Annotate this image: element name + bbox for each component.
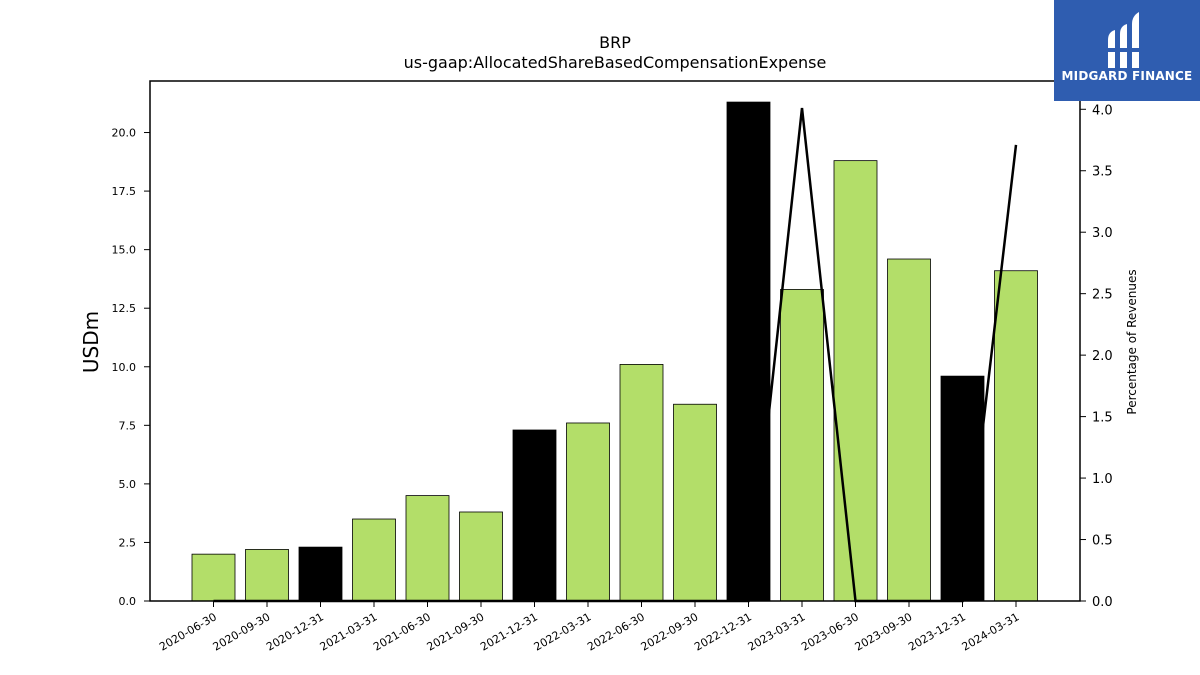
y2-tick-label: 4.0 (1092, 103, 1113, 118)
x-tick-label: 2021-09-30 (425, 610, 487, 653)
y-tick-label: 10.0 (112, 361, 137, 374)
x-tick-label: 2022-12-31 (692, 610, 754, 653)
bar-2021-09-30 (459, 511, 503, 602)
midgard-finance-logo: MIDGARD FINANCE (1054, 0, 1200, 101)
x-tick-label: 2022-06-30 (585, 610, 647, 653)
y-tick-label: 5.0 (119, 478, 137, 491)
y2-axis-ticks: 0.0 0.5 1.0 1.5 2.0 2.5 3.0 3.5 4.0 (1080, 103, 1113, 610)
y-tick-label: 7.5 (119, 419, 137, 432)
y2-tick-label: 1.5 (1092, 411, 1113, 426)
plot-frame (149, 80, 1081, 602)
y-tick-label: 2.5 (119, 536, 137, 549)
bar-2023-06-30 (833, 160, 878, 602)
bar-2022-12-31 (726, 101, 771, 602)
x-tick-label: 2020-06-30 (157, 610, 219, 653)
bar-2023-09-30 (887, 258, 931, 602)
x-tick-label: 2023-03-31 (746, 610, 808, 653)
bar-2020-06-30 (191, 553, 236, 602)
bar-2021-03-31 (352, 518, 396, 602)
x-tick-label: 2022-09-30 (639, 610, 701, 653)
x-tick-label: 2021-03-31 (318, 610, 380, 653)
y-tick-label: 20.0 (112, 127, 137, 140)
y2-tick-label: 2.5 (1092, 288, 1113, 303)
bar-2020-09-30 (245, 549, 289, 602)
logo-mark-icon (1108, 12, 1139, 68)
x-tick-label: 2023-06-30 (799, 610, 861, 653)
bar-2022-06-30 (619, 364, 664, 602)
chart-title: BRP (599, 33, 631, 52)
x-axis-ticks: 2020-06-302020-09-302020-12-312021-03-31… (157, 601, 1022, 654)
x-tick-label: 2023-09-30 (853, 610, 915, 653)
y2-axis-label: Percentage of Revenues (1125, 269, 1139, 414)
bar-2022-09-30 (673, 403, 717, 602)
y-axis-ticks: 0.0 2.5 5.0 7.5 10.0 12.5 15.0 17.5 20.0 (112, 127, 150, 608)
y-tick-label: 17.5 (112, 185, 137, 198)
y-axis-label: USDm (79, 311, 103, 373)
bar-2021-12-31 (512, 429, 557, 602)
bar-2023-12-31 (940, 375, 985, 602)
x-tick-label: 2022-03-31 (532, 610, 594, 653)
bar-2020-12-31 (298, 546, 343, 602)
y-tick-label: 12.5 (112, 302, 137, 315)
x-tick-label: 2020-12-31 (264, 610, 326, 653)
y2-tick-label: 2.0 (1092, 349, 1113, 364)
bar-group (191, 101, 1038, 602)
y-tick-label: 15.0 (112, 244, 137, 257)
y2-tick-label: 3.5 (1092, 165, 1113, 180)
y2-tick-label: 0.5 (1092, 534, 1113, 549)
x-tick-label: 2023-12-31 (906, 610, 968, 653)
y2-tick-label: 1.0 (1092, 472, 1113, 487)
y2-tick-label: 0.0 (1092, 595, 1113, 610)
logo-text: MIDGARD FINANCE (1061, 69, 1193, 83)
chart-subtitle: us-gaap:AllocatedShareBasedCompensationE… (404, 53, 827, 72)
y-tick-label: 0.0 (119, 595, 137, 608)
bar-2021-06-30 (405, 495, 450, 602)
x-tick-label: 2021-06-30 (371, 610, 433, 653)
x-tick-label: 2024-03-31 (960, 610, 1022, 653)
x-tick-label: 2020-09-30 (211, 610, 273, 653)
bar-2023-03-31 (780, 289, 824, 602)
x-tick-label: 2021-12-31 (478, 610, 540, 653)
y2-tick-label: 3.0 (1092, 226, 1113, 241)
bar-2022-03-31 (566, 422, 610, 602)
bar-2024-03-31 (994, 270, 1038, 602)
